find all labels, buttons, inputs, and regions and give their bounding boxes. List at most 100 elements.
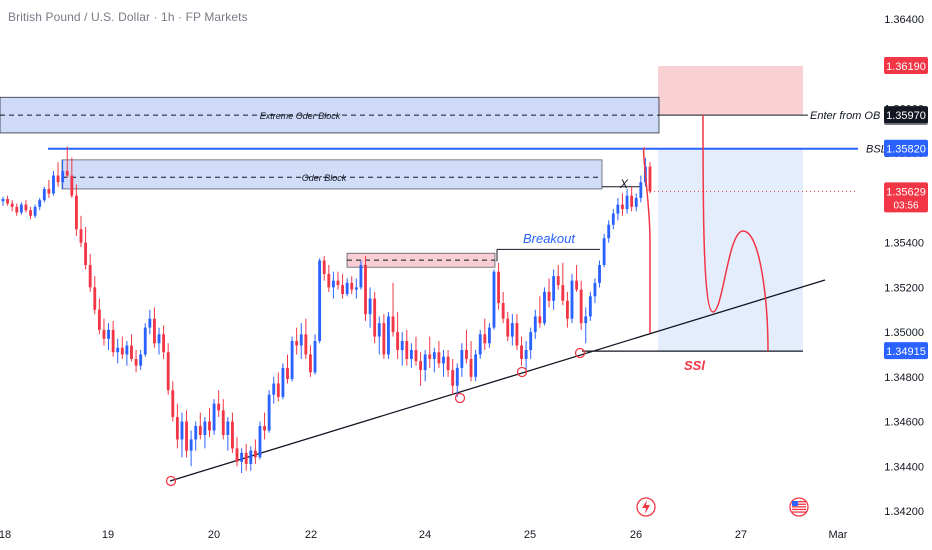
candle[interactable] xyxy=(611,209,615,230)
candle[interactable] xyxy=(88,253,92,292)
candle[interactable] xyxy=(391,282,395,337)
candle[interactable] xyxy=(84,226,88,270)
candle[interactable] xyxy=(520,336,523,366)
candle[interactable] xyxy=(501,291,505,324)
candle[interactable] xyxy=(111,320,115,357)
candle[interactable] xyxy=(157,327,161,355)
candle[interactable] xyxy=(575,265,579,292)
candle[interactable] xyxy=(267,390,271,433)
candle[interactable] xyxy=(543,287,546,326)
candle[interactable] xyxy=(134,349,138,373)
candle[interactable] xyxy=(341,273,344,299)
candle[interactable] xyxy=(244,443,248,471)
candle[interactable] xyxy=(19,202,23,215)
candle[interactable] xyxy=(231,412,234,453)
candle[interactable] xyxy=(107,323,110,350)
swing-low-marker[interactable] xyxy=(165,475,177,487)
candle[interactable] xyxy=(423,349,427,382)
candle[interactable] xyxy=(309,345,312,377)
candle[interactable] xyxy=(42,186,46,203)
candle[interactable] xyxy=(428,336,432,368)
candle[interactable] xyxy=(139,349,143,371)
candle[interactable] xyxy=(405,329,409,366)
candle[interactable] xyxy=(478,329,482,359)
candle[interactable] xyxy=(189,430,193,467)
candle[interactable] xyxy=(451,358,455,395)
candle[interactable] xyxy=(625,188,629,214)
target-zone-box[interactable] xyxy=(658,65,803,116)
candle[interactable] xyxy=(359,260,363,290)
candle[interactable] xyxy=(120,336,124,359)
candle[interactable] xyxy=(272,376,276,404)
candle[interactable] xyxy=(29,206,32,220)
projection-range-box[interactable] xyxy=(658,148,803,352)
candle[interactable] xyxy=(634,193,638,212)
candle[interactable] xyxy=(621,193,624,216)
candle[interactable] xyxy=(318,258,322,344)
candle[interactable] xyxy=(547,278,551,308)
candle[interactable] xyxy=(492,269,496,330)
candle[interactable] xyxy=(208,408,211,438)
candle[interactable] xyxy=(469,341,473,382)
candle[interactable] xyxy=(180,412,184,458)
candle[interactable] xyxy=(61,159,65,189)
candle[interactable] xyxy=(465,329,468,364)
candle[interactable] xyxy=(263,412,266,440)
candle[interactable] xyxy=(143,323,147,357)
swing-low-marker[interactable] xyxy=(516,366,528,378)
candle[interactable] xyxy=(79,215,83,248)
candle[interactable] xyxy=(74,184,78,236)
candle[interactable] xyxy=(442,349,445,377)
candle[interactable] xyxy=(354,278,358,299)
candle[interactable] xyxy=(217,390,221,418)
candle[interactable] xyxy=(510,314,514,346)
candle[interactable] xyxy=(56,162,60,187)
candle[interactable] xyxy=(327,265,331,292)
candle[interactable] xyxy=(556,265,560,290)
candle[interactable] xyxy=(166,343,170,395)
candle[interactable] xyxy=(648,162,652,194)
tag-bsl[interactable]: 1.35820 xyxy=(884,139,928,157)
candle[interactable] xyxy=(6,195,10,206)
candle[interactable] xyxy=(93,276,97,315)
candle[interactable] xyxy=(616,197,620,221)
candle[interactable] xyxy=(153,307,156,348)
flash-event-icon[interactable] xyxy=(636,497,656,517)
price-axis[interactable]: 1.364001.362001.360001.358001.356001.354… xyxy=(884,14,924,518)
candle[interactable] xyxy=(276,372,280,402)
candle[interactable] xyxy=(437,341,441,368)
candle[interactable] xyxy=(281,363,285,400)
candle[interactable] xyxy=(515,314,519,350)
candle[interactable] xyxy=(455,363,459,397)
candle[interactable] xyxy=(593,278,597,304)
candle[interactable] xyxy=(588,291,592,321)
trendline[interactable] xyxy=(169,279,826,482)
candle[interactable] xyxy=(65,146,69,178)
projection-path[interactable] xyxy=(642,115,769,352)
candle[interactable] xyxy=(565,291,569,328)
candle[interactable] xyxy=(529,327,533,359)
candle[interactable] xyxy=(400,332,404,366)
candle[interactable] xyxy=(584,307,588,344)
candle[interactable] xyxy=(313,334,317,375)
candle[interactable] xyxy=(336,271,340,290)
candle[interactable] xyxy=(331,271,335,299)
candle[interactable] xyxy=(47,180,51,198)
candle[interactable] xyxy=(570,273,574,324)
candle[interactable] xyxy=(212,399,216,435)
candle[interactable] xyxy=(322,256,326,281)
candle[interactable] xyxy=(70,157,74,198)
candle[interactable] xyxy=(295,327,299,355)
candle[interactable] xyxy=(409,343,413,368)
candle[interactable] xyxy=(639,175,643,203)
candle[interactable] xyxy=(552,269,556,310)
candle[interactable] xyxy=(474,349,478,382)
candle[interactable] xyxy=(373,291,377,344)
candle[interactable] xyxy=(102,318,106,346)
candle[interactable] xyxy=(171,381,175,422)
tag-entry[interactable]: 1.35970 xyxy=(884,106,928,124)
tag-current-price[interactable]: 1.35629 03:56 xyxy=(884,182,928,213)
candle[interactable] xyxy=(561,262,565,306)
candle[interactable] xyxy=(97,298,101,335)
